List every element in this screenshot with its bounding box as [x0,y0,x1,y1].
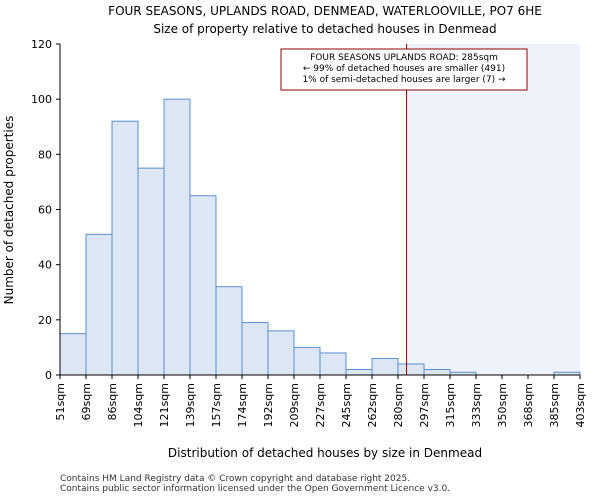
x-tick-label: 174sqm [236,383,249,427]
bar-262sqm [371,357,399,376]
x-axis-label: Distribution of detached houses by size … [168,446,482,460]
y-tick-label: 120 [31,38,52,51]
chart-subtitle: Size of property relative to detached ho… [153,22,496,36]
annotation-line-2: ← 99% of detached houses are smaller (49… [303,64,505,74]
x-tick-label: 333sqm [470,383,483,427]
bar-104sqm [137,167,165,376]
highlight-region [406,44,580,375]
x-tick-label: 192sqm [262,383,275,427]
x-tick-label: 245sqm [340,383,353,427]
x-tick-label: 227sqm [314,383,327,427]
y-axis-label: Number of detached properties [2,116,16,305]
x-tick-label: 157sqm [210,383,223,427]
x-tick-label: 51sqm [54,383,67,420]
bar-69sqm [85,233,113,376]
y-tick-label: 100 [31,93,52,106]
bar-227sqm [319,352,347,376]
y-tick-label: 80 [38,148,52,161]
bar-297sqm [423,368,451,376]
x-tick-label: 315sqm [444,383,457,427]
x-tick-label: 403sqm [574,383,587,427]
bar-157sqm [215,286,243,376]
y-tick-label: 20 [38,314,52,327]
x-tick-label: 262sqm [366,383,379,427]
chart-title: FOUR SEASONS, UPLANDS ROAD, DENMEAD, WAT… [108,4,542,18]
y-tick-label: 0 [45,369,52,382]
x-tick-label: 104sqm [132,383,145,427]
footer-licence: Contains public sector information licen… [60,484,451,494]
annotation-box [280,48,528,91]
x-tick-label: 86sqm [106,383,119,420]
bar-121sqm [163,98,191,376]
bar-280sqm [397,363,425,376]
y-tick-label: 40 [38,259,52,272]
x-tick-label: 368sqm [522,383,535,427]
bar-51sqm [59,333,87,376]
footer-copyright: Contains HM Land Registry data © Crown c… [60,474,411,484]
plot-area: 0 20 40 60 80 100 120 51sqm 69sqm 86sqm 104sqm 121s… [31,38,587,427]
bar-139sqm [189,195,217,376]
bar-192sqm [267,330,295,376]
bar-174sqm [241,322,269,376]
x-tick-label: 280sqm [392,383,405,427]
chart: FOUR SEASONS, UPLANDS ROAD, DENMEAD, WAT… [2,4,587,460]
x-tick-label: 385sqm [548,383,561,427]
annotation-line-3: 1% of semi-detached houses are larger (7… [302,75,506,85]
x-tick-label: 209sqm [288,383,301,427]
bar-209sqm [293,346,321,376]
bar-86sqm [111,120,139,376]
x-tick-label: 139sqm [184,383,197,427]
x-tick-label: 350sqm [496,383,509,427]
x-tick-label: 69sqm [80,383,93,420]
bar-245sqm [345,368,373,376]
x-tick-label: 121sqm [158,383,171,427]
annotation-line-1: FOUR SEASONS UPLANDS ROAD: 285sqm [310,53,498,63]
x-tick-label: 297sqm [418,383,431,427]
y-tick-label: 60 [38,204,52,217]
